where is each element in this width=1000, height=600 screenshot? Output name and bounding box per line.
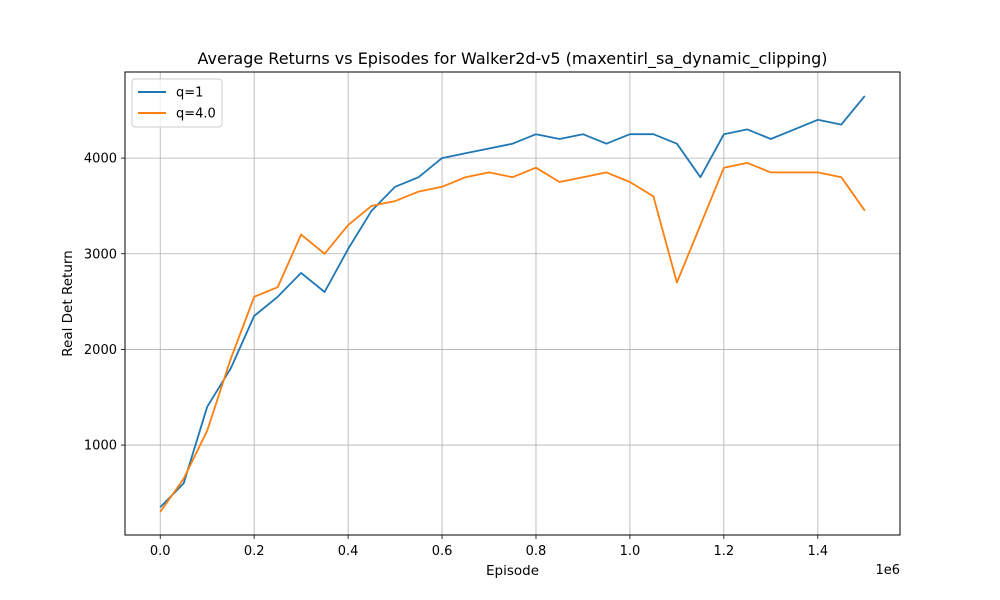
x-tick-label: 1.4 (807, 544, 828, 559)
x-tick-label: 0.2 (244, 544, 265, 559)
y-axis-label: Real Det Return (60, 250, 76, 356)
y-tick-label: 2000 (84, 343, 117, 358)
legend-label-q4: q=4.0 (176, 107, 216, 122)
series-lines (159, 95, 866, 513)
y-tick-label: 3000 (84, 247, 117, 262)
y-tick-label: 4000 (84, 152, 117, 167)
x-tick-label: 0.6 (432, 544, 453, 559)
axis-ticks: 0.0 0.2 0.4 0.6 0.8 1.0 1.2 1.4 1000 2000 3000 4000 (84, 152, 828, 559)
x-tick-label: 0.4 (338, 544, 359, 559)
series-line-q1 (159, 95, 866, 508)
y-tick-label: 1000 (84, 439, 117, 454)
x-tick-label: 0.8 (526, 544, 547, 559)
series-line-q4 (159, 161, 866, 513)
x-tick-label: 1.0 (620, 544, 641, 559)
x-axis-label: Episode (486, 563, 539, 579)
plot-frame (124, 71, 901, 536)
x-tick-label: 0.0 (150, 544, 171, 559)
plot-area (125, 72, 900, 535)
legend-label-q1: q=1 (176, 86, 203, 101)
x-tick-label: 1.2 (714, 544, 735, 559)
legend: q=1 q=4.0 (131, 78, 223, 128)
x-axis-offset-label: 1e6 (875, 563, 900, 578)
grid-lines (125, 72, 900, 535)
chart-title: Average Returns vs Episodes for Walker2d… (198, 49, 828, 69)
